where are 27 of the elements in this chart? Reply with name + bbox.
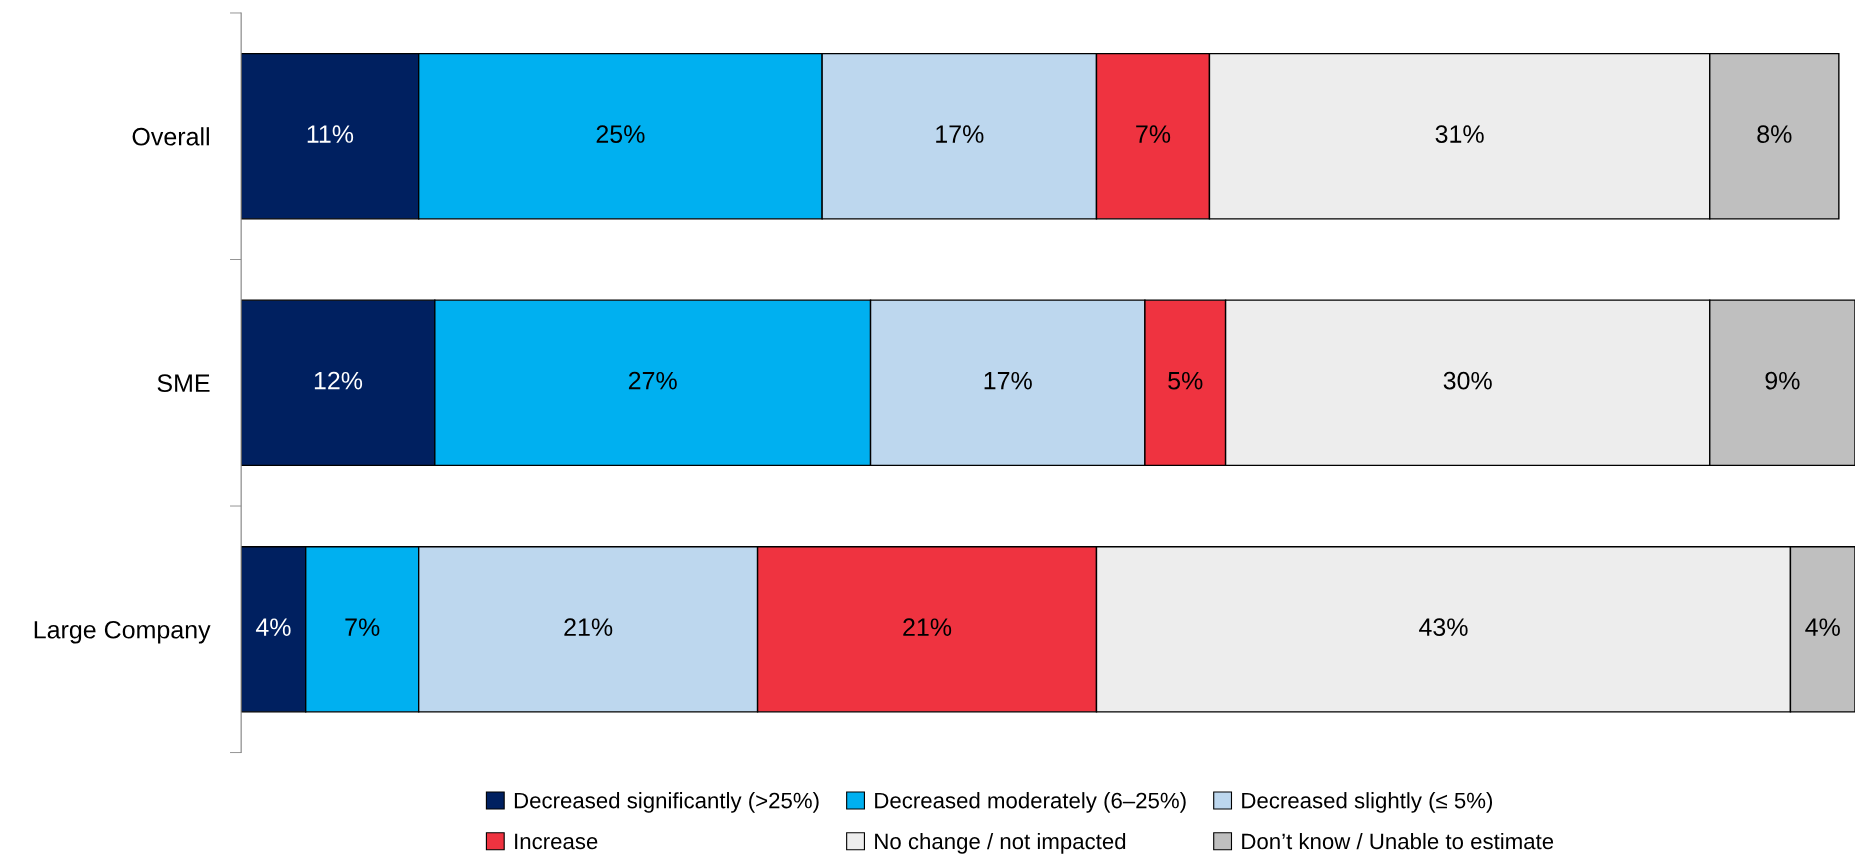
data-label: 8%: [1757, 125, 1792, 143]
y-tick-label: Large Company: [34, 620, 211, 644]
data-label: 11%: [307, 125, 354, 143]
legend-label: Don’t know / Unable to estimate: [1242, 832, 1554, 850]
data-label: 25%: [596, 125, 645, 143]
data-label: 31%: [1435, 125, 1484, 143]
data-label: 17%: [984, 371, 1032, 390]
y-tick-label: Overall: [132, 127, 209, 146]
data-label: 5%: [1168, 371, 1203, 390]
legend-label: No change / not impacted: [875, 832, 1126, 854]
legend-label: Increase: [515, 833, 598, 850]
legend-label: Decreased significantly (>25%): [514, 792, 819, 813]
data-label: 30%: [1443, 371, 1492, 390]
data-label: 7%: [345, 618, 380, 636]
data-label: 4%: [1805, 618, 1840, 636]
data-label: 17%: [936, 125, 984, 143]
data-label: 21%: [903, 618, 952, 636]
legend-label: Decreased moderately (6–25%): [875, 792, 1186, 813]
data-label: 9%: [1765, 371, 1800, 390]
data-label: 21%: [564, 618, 613, 636]
data-label: 27%: [628, 371, 677, 390]
legend-label: Decreased slightly (≤ 5%): [1242, 792, 1493, 813]
y-tick-label: SME: [157, 374, 210, 393]
data-label: 7%: [1136, 125, 1171, 143]
data-label: 12%: [314, 371, 363, 390]
data-label: 43%: [1419, 618, 1468, 636]
data-label: 4%: [255, 618, 291, 636]
